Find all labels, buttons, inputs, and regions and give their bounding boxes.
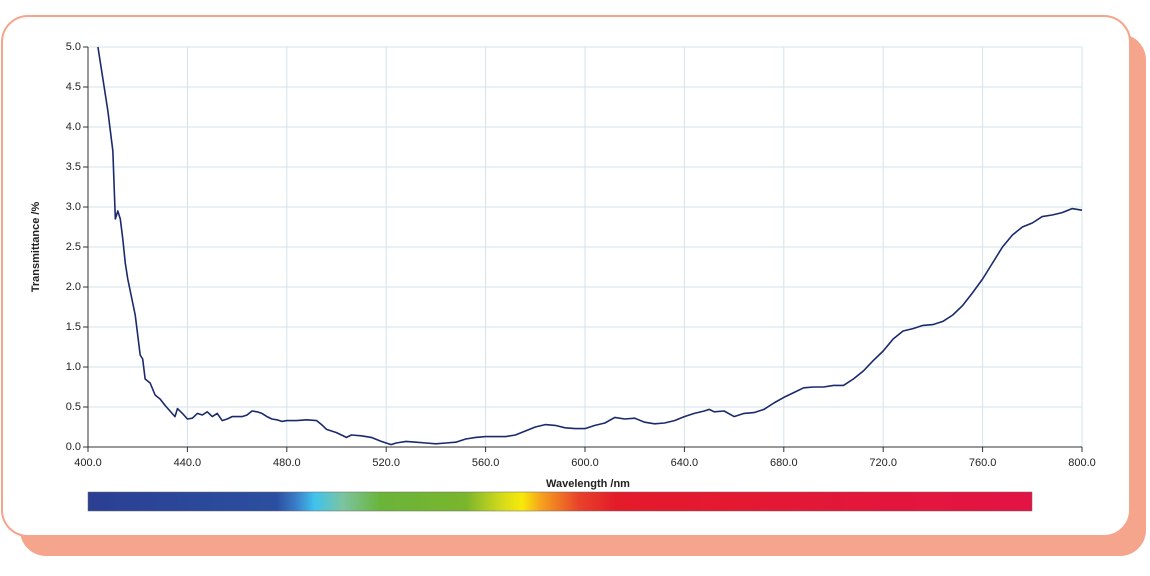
x-tick-label: 400.0 (74, 457, 102, 469)
x-tick-label: 680.0 (770, 457, 798, 469)
x-tick-label: 440.0 (174, 457, 202, 469)
y-tick-label: 5.0 (66, 41, 81, 53)
x-tick-label: 560.0 (472, 457, 500, 469)
y-tick-label: 4.0 (66, 121, 81, 133)
x-axis-label: Wavelength /nm (546, 478, 630, 490)
x-tick-label: 640.0 (671, 457, 699, 469)
x-tick-label: 520.0 (372, 457, 400, 469)
y-tick-label: 1.5 (66, 321, 81, 333)
grid (87, 46, 1083, 448)
x-tick-label: 760.0 (969, 457, 997, 469)
y-tick-label: 2.5 (66, 241, 81, 253)
x-tick-label: 600.0 (571, 457, 599, 469)
y-tick-label: 3.0 (66, 201, 81, 213)
y-axis-label: Transmittance /% (30, 202, 42, 293)
y-tick-label: 0.5 (66, 401, 81, 413)
axes (83, 46, 1083, 452)
y-tick-label: 1.0 (66, 361, 81, 373)
spectrum-bar (87, 491, 1033, 512)
y-tick-label: 0.0 (66, 441, 81, 453)
x-tick-label: 480.0 (273, 457, 301, 469)
y-tick-label: 4.5 (66, 81, 81, 93)
y-tick-label: 2.0 (66, 281, 81, 293)
data-line (97, 46, 1083, 446)
x-tick-label: 800.0 (1068, 457, 1096, 469)
y-tick-label: 3.5 (66, 161, 81, 173)
x-tick-label: 720.0 (869, 457, 897, 469)
